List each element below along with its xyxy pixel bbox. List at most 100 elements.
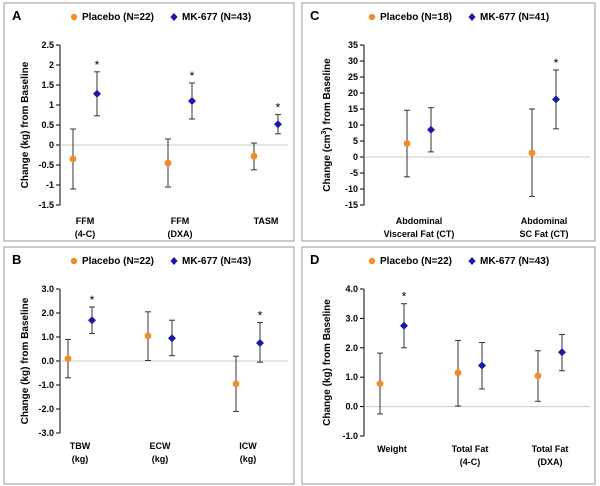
point-placebo	[528, 149, 536, 157]
category-label: (kg)	[240, 454, 257, 464]
category-label: (4-C)	[460, 457, 481, 467]
legend-label: Placebo (N=18)	[380, 12, 452, 23]
y-tick-label: -1.5	[38, 200, 54, 210]
point-mk677	[93, 89, 101, 98]
y-tick-label: 1.0	[41, 332, 54, 342]
category-label: ECW	[150, 441, 172, 451]
significance-star: *	[95, 58, 100, 72]
y-tick-label: -5	[350, 168, 358, 178]
y-axis-label-suffix: ) from Baseline	[322, 58, 333, 131]
point-placebo	[454, 369, 462, 377]
panel-c: C Placebo (N=18) MK-677 (N=41) -15 -10 -5 0 5 10…	[301, 2, 596, 242]
point-placebo	[403, 140, 411, 147]
point-placebo	[144, 332, 152, 340]
y-tick-label: 35	[348, 40, 358, 50]
y-tick-label: -2.0	[38, 404, 54, 414]
point-mk677	[274, 120, 282, 129]
y-tick-label: 0.0	[345, 402, 358, 412]
category-label: (4-C)	[75, 229, 96, 239]
legend-label: Placebo (N=22)	[82, 12, 154, 23]
significance-star: *	[402, 290, 407, 304]
legend-label: MK-677 (N=43)	[182, 12, 251, 23]
point-mk677	[188, 97, 196, 105]
legend-marker-mk677	[468, 257, 476, 265]
y-axis-label-prefix: Change (cm	[322, 134, 333, 191]
category-label: Total Fat	[452, 444, 489, 454]
y-tick-label: -10	[345, 184, 358, 194]
significance-star: *	[276, 101, 281, 115]
panel-letter: A	[12, 8, 22, 23]
point-mk677	[478, 361, 486, 370]
panel-letter: D	[310, 252, 319, 267]
y-tick-label: 0.0	[41, 356, 54, 366]
legend-marker-mk677	[170, 257, 178, 265]
y-tick-label: 0	[353, 152, 358, 162]
legend-marker-mk677	[170, 13, 178, 21]
y-tick-label: 30	[348, 56, 358, 66]
category-label: TBW	[70, 441, 91, 451]
y-tick-label: 4.0	[345, 284, 358, 294]
category-label: Visceral Fat (CT)	[384, 229, 455, 239]
point-mk677	[168, 334, 176, 343]
panel-frame	[3, 2, 295, 242]
category-label: FFM	[76, 216, 95, 226]
category-label: TASM	[254, 216, 279, 226]
category-label: (DXA)	[168, 229, 193, 239]
point-mk677	[552, 95, 560, 104]
y-tick-label: 2.0	[41, 308, 54, 318]
legend-marker-placebo	[70, 257, 78, 265]
point-mk677	[427, 125, 435, 134]
y-tick-label: 25	[348, 72, 358, 82]
y-tick-label: 2.0	[345, 343, 358, 353]
panel-letter: C	[310, 8, 320, 23]
significance-star: *	[258, 309, 263, 323]
y-axis-label: Change (kg) from Baseline	[322, 299, 333, 426]
y-tick-label: 2.5	[41, 40, 54, 50]
legend-marker-placebo	[70, 13, 78, 21]
y-tick-label: 2	[49, 60, 54, 70]
legend-label: Placebo (N=22)	[82, 256, 154, 267]
legend-marker-placebo	[368, 13, 376, 21]
point-placebo	[250, 152, 258, 160]
y-tick-label: -15	[345, 200, 358, 210]
significance-star: *	[90, 293, 95, 307]
y-tick-label: 1.5	[41, 80, 54, 90]
point-placebo	[232, 380, 240, 388]
category-label: Abdominal	[396, 216, 443, 226]
y-tick-label: -1.0	[38, 380, 54, 390]
significance-star: *	[554, 56, 559, 70]
point-mk677	[400, 321, 408, 330]
y-tick-label: 0	[49, 140, 54, 150]
category-label: Abdominal	[521, 216, 568, 226]
category-label: ICW	[239, 441, 257, 451]
y-tick-label: 15	[348, 104, 358, 114]
significance-star: *	[190, 69, 195, 83]
legend-marker-placebo	[368, 257, 376, 265]
panel-letter: B	[12, 252, 21, 267]
y-axis-label: Change (kg) from Baseline	[20, 297, 31, 424]
legend-label: MK-677 (N=43)	[182, 256, 251, 267]
category-label: Weight	[377, 444, 407, 454]
legend-label: MK-677 (N=41)	[480, 12, 549, 23]
y-tick-label: -3.0	[38, 428, 54, 438]
point-placebo	[534, 372, 542, 380]
y-tick-label: 1	[49, 100, 54, 110]
y-tick-label: -0.5	[38, 160, 54, 170]
y-tick-label: 20	[348, 88, 358, 98]
y-tick-label: 1.0	[345, 372, 358, 382]
legend-marker-mk677	[468, 13, 476, 21]
point-mk677	[88, 316, 96, 325]
category-label: (kg)	[72, 454, 89, 464]
panel-frame	[301, 246, 596, 485]
category-label: Total Fat	[532, 444, 569, 454]
point-placebo	[164, 159, 172, 167]
y-tick-label: 3.0	[345, 313, 358, 323]
legend-label: MK-677 (N=43)	[480, 256, 549, 267]
y-axis-label: Change (kg) from Baseline	[20, 61, 31, 188]
point-placebo	[376, 380, 384, 388]
category-label: SC Fat (CT)	[520, 229, 569, 239]
category-label: FFM	[171, 216, 190, 226]
y-tick-label: 0.5	[41, 120, 54, 130]
y-tick-label: 3.0	[41, 284, 54, 294]
legend-label: Placebo (N=22)	[380, 256, 452, 267]
